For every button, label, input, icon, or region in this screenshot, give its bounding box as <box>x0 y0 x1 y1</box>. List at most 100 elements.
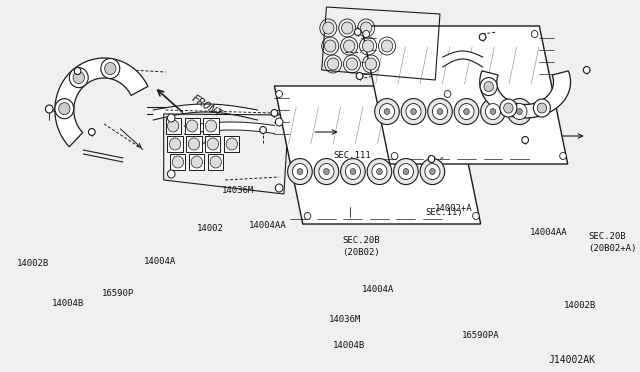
Circle shape <box>324 40 336 52</box>
Circle shape <box>346 164 360 180</box>
Circle shape <box>479 33 486 41</box>
Circle shape <box>319 164 334 180</box>
Circle shape <box>188 138 200 150</box>
Circle shape <box>101 58 120 78</box>
Circle shape <box>287 158 312 185</box>
Circle shape <box>328 58 339 70</box>
Text: 14004AA: 14004AA <box>249 221 287 230</box>
Circle shape <box>292 164 307 180</box>
Circle shape <box>484 81 493 92</box>
Bar <box>224 136 239 152</box>
Text: 14002: 14002 <box>197 224 224 232</box>
Circle shape <box>363 31 369 38</box>
Text: 14002+A: 14002+A <box>435 203 473 212</box>
Circle shape <box>444 90 451 97</box>
Circle shape <box>342 22 353 34</box>
Text: (20B02): (20B02) <box>342 247 380 257</box>
Circle shape <box>55 99 74 119</box>
Text: 16590P: 16590P <box>102 289 134 298</box>
Bar <box>208 154 223 170</box>
Circle shape <box>260 126 266 134</box>
Circle shape <box>360 22 372 34</box>
Circle shape <box>340 158 365 185</box>
Circle shape <box>297 169 303 174</box>
Bar <box>204 118 219 134</box>
Circle shape <box>384 109 390 115</box>
Circle shape <box>504 103 513 113</box>
Text: 14004B: 14004B <box>333 340 365 350</box>
Circle shape <box>406 103 421 119</box>
Circle shape <box>275 118 283 126</box>
Circle shape <box>428 99 452 125</box>
Text: FRONT: FRONT <box>189 94 223 120</box>
Circle shape <box>172 156 184 168</box>
Bar <box>186 136 202 152</box>
Circle shape <box>362 40 374 52</box>
Circle shape <box>381 40 393 52</box>
Polygon shape <box>275 86 481 224</box>
Circle shape <box>324 169 330 174</box>
Text: SEC.111: SEC.111 <box>333 151 371 160</box>
Bar <box>168 136 182 152</box>
Text: 16590PA: 16590PA <box>461 330 499 340</box>
Circle shape <box>104 62 116 74</box>
Circle shape <box>168 170 175 178</box>
Text: 14004AA: 14004AA <box>530 228 568 237</box>
Circle shape <box>323 22 334 34</box>
Polygon shape <box>55 58 148 147</box>
Circle shape <box>429 169 435 174</box>
Circle shape <box>391 153 398 160</box>
Circle shape <box>500 99 517 117</box>
Circle shape <box>428 155 435 163</box>
Circle shape <box>365 58 376 70</box>
Circle shape <box>275 184 283 192</box>
Text: 14036M: 14036M <box>221 186 253 195</box>
Circle shape <box>374 99 399 125</box>
Text: SEC.11): SEC.11) <box>426 208 463 217</box>
Circle shape <box>376 169 382 174</box>
Circle shape <box>560 153 566 160</box>
Circle shape <box>485 103 500 119</box>
Circle shape <box>490 109 496 115</box>
Circle shape <box>210 156 221 168</box>
Circle shape <box>314 158 339 185</box>
Circle shape <box>69 68 88 88</box>
Text: 14004B: 14004B <box>52 298 84 308</box>
Bar <box>184 118 200 134</box>
Bar <box>205 136 220 152</box>
Circle shape <box>205 120 217 132</box>
Text: 14002B: 14002B <box>17 259 49 267</box>
Circle shape <box>88 128 95 135</box>
Circle shape <box>507 99 532 125</box>
Circle shape <box>394 158 418 185</box>
Circle shape <box>583 67 590 74</box>
Circle shape <box>459 103 474 119</box>
Circle shape <box>433 103 447 119</box>
Circle shape <box>304 212 311 219</box>
Text: 14004A: 14004A <box>144 257 176 266</box>
Circle shape <box>480 78 497 96</box>
Circle shape <box>74 67 81 74</box>
Text: (20B02+A): (20B02+A) <box>589 244 637 253</box>
Circle shape <box>168 114 175 122</box>
Circle shape <box>346 58 358 70</box>
Polygon shape <box>362 26 568 164</box>
Circle shape <box>350 169 356 174</box>
Circle shape <box>533 99 550 117</box>
Circle shape <box>207 138 219 150</box>
Circle shape <box>481 99 505 125</box>
Text: 14002B: 14002B <box>564 301 596 310</box>
Polygon shape <box>480 71 571 118</box>
Circle shape <box>531 31 538 38</box>
Circle shape <box>191 156 202 168</box>
Circle shape <box>226 138 237 150</box>
Text: 14004A: 14004A <box>362 285 394 295</box>
Bar <box>170 154 186 170</box>
Circle shape <box>170 138 180 150</box>
Bar <box>166 118 180 134</box>
Text: SEC.20B: SEC.20B <box>589 231 626 241</box>
Circle shape <box>356 73 363 80</box>
Circle shape <box>45 105 53 113</box>
Text: SEC.20B: SEC.20B <box>342 235 380 244</box>
Circle shape <box>344 40 355 52</box>
